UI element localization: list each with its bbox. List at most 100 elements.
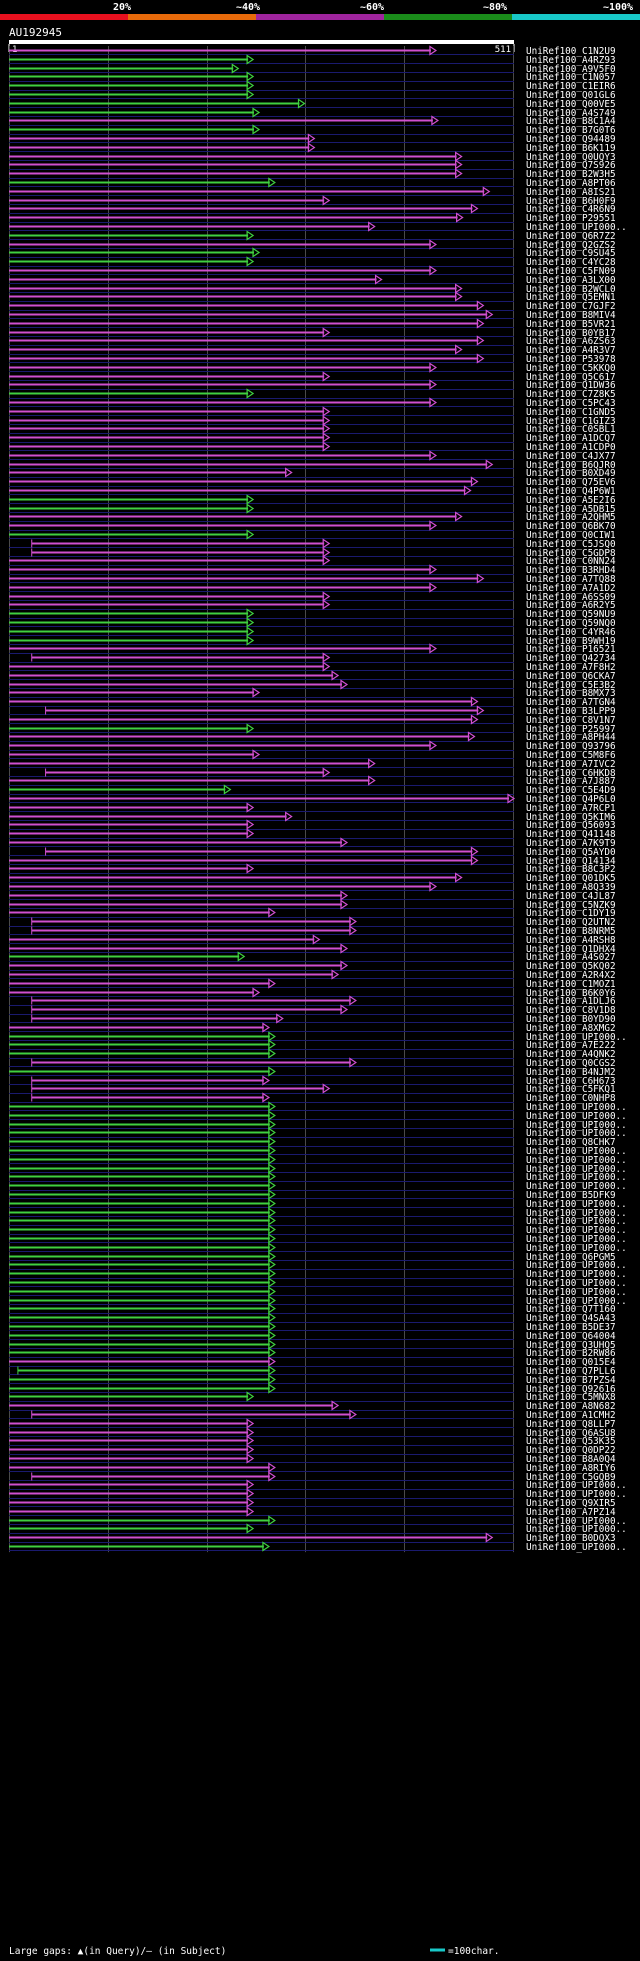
hit-row[interactable]: UniRef100_A7RCP1	[9, 802, 616, 814]
hit-row[interactable]: UniRef100_C6H673	[31, 1075, 616, 1087]
hit-row[interactable]: UniRef100_Q56093	[9, 819, 616, 831]
hit-label[interactable]: UniRef100_Q4P6W1	[526, 486, 616, 497]
hit-row[interactable]: UniRef100_UPI000..	[9, 1180, 627, 1192]
hit-label[interactable]: UniRef100_Q6R7Z2	[526, 231, 616, 242]
hit-label[interactable]: UniRef100_C8V1N7	[526, 715, 616, 726]
hit-label[interactable]: UniRef100_Q6BK70	[526, 521, 616, 532]
hit-row[interactable]: UniRef100_Q6PGM5	[9, 1251, 616, 1263]
hit-row[interactable]: UniRef100_B0YD90	[31, 1013, 616, 1025]
hit-label[interactable]: UniRef100_B5VR21	[526, 319, 616, 330]
hit-row[interactable]: UniRef100_C5GQB9	[31, 1471, 616, 1483]
hit-label[interactable]: UniRef100_A8IS21	[526, 187, 616, 198]
hit-label[interactable]: UniRef100_UPI000..	[526, 1489, 627, 1500]
hit-label[interactable]: UniRef100_Q00VE5	[526, 99, 616, 110]
hit-row[interactable]: UniRef100_UPI000..	[9, 1268, 627, 1280]
hit-row[interactable]: UniRef100_UPI000..	[9, 1207, 627, 1219]
hit-label[interactable]: UniRef100_A4R3V7	[526, 345, 616, 356]
hit-row[interactable]: UniRef100_B8C3P2	[9, 863, 616, 875]
hit-row[interactable]: UniRef100_A4QNK2	[9, 1048, 616, 1060]
hit-row[interactable]: UniRef100_UPI000..	[9, 1277, 627, 1289]
hit-row[interactable]: UniRef100_UPI000..	[9, 1259, 627, 1271]
hit-row[interactable]: UniRef100_C6HKD8	[45, 767, 616, 779]
hit-label[interactable]: UniRef100_C5JSQ0	[526, 539, 616, 550]
hit-row[interactable]: UniRef100_A7A1D2	[9, 582, 616, 594]
hit-label[interactable]: UniRef100_C5E3B2	[526, 680, 616, 691]
hit-label[interactable]: UniRef100_UPI000..	[526, 1216, 627, 1227]
hit-label[interactable]: UniRef100_A4S027	[526, 952, 616, 963]
hit-row[interactable]: UniRef100_C1MOZ1	[9, 978, 616, 990]
hit-row[interactable]: UniRef100_Q8CHK7	[9, 1136, 616, 1148]
hit-row[interactable]: UniRef100_UPI000..	[9, 1215, 627, 1227]
hit-label[interactable]: UniRef100_A7IVC2	[526, 759, 616, 770]
hit-label[interactable]: UniRef100_C1DY19	[526, 908, 616, 919]
hit-label[interactable]: UniRef100_C5GQB9	[526, 1472, 616, 1483]
hit-label[interactable]: UniRef100_UPI000..	[526, 1120, 627, 1131]
hit-row[interactable]: UniRef100_C4JL87	[9, 890, 616, 902]
hit-row[interactable]: UniRef100_C0NHP8	[31, 1092, 616, 1104]
hit-label[interactable]: UniRef100_C4YR46	[526, 627, 616, 638]
hit-row[interactable]: UniRef100_Q2UTN2	[31, 916, 616, 928]
hit-label[interactable]: UniRef100_A7K9T9	[526, 838, 616, 849]
hit-label[interactable]: UniRef100_Q5C617	[526, 372, 616, 383]
hit-row[interactable]: UniRef100_A1CMH2	[31, 1409, 616, 1421]
hit-label[interactable]: UniRef100_A4RSH8	[526, 935, 616, 946]
hit-label[interactable]: UniRef100_A8RIY6	[526, 1463, 616, 1474]
hit-row[interactable]: UniRef100_C1N057	[9, 71, 616, 83]
hit-row[interactable]: UniRef100_B2W3H5	[9, 168, 616, 180]
hit-row[interactable]: UniRef100_Q00VE5	[9, 98, 616, 110]
hit-label[interactable]: UniRef100_Q01DK5	[526, 873, 616, 884]
hit-row[interactable]: UniRef100_A2QHM5	[9, 511, 616, 523]
hit-row[interactable]: UniRef100_C4JX77	[9, 450, 616, 462]
hit-row[interactable]: UniRef100_Q1DW36	[9, 379, 616, 391]
hit-label[interactable]: UniRef100_B6K0Y6	[526, 988, 616, 999]
hit-row[interactable]: UniRef100_A1DCQ7	[9, 432, 616, 444]
hit-label[interactable]: UniRef100_C9SU45	[526, 248, 616, 259]
hit-row[interactable]: UniRef100_B7PZS4	[9, 1374, 616, 1386]
hit-label[interactable]: UniRef100_A4QNK2	[526, 1049, 616, 1060]
hit-label[interactable]: UniRef100_Q0CIW1	[526, 530, 616, 541]
hit-label[interactable]: UniRef100_B9WH19	[526, 636, 616, 647]
hit-row[interactable]: UniRef100_B6K0Y6	[9, 987, 616, 999]
hit-label[interactable]: UniRef100_Q53K35	[526, 1436, 616, 1447]
hit-row[interactable]: UniRef100_Q7S926	[9, 159, 616, 171]
hit-label[interactable]: UniRef100_P25997	[526, 724, 616, 735]
hit-row[interactable]: UniRef100_Q5AYD0	[45, 846, 616, 858]
hit-label[interactable]: UniRef100_A2R4X2	[526, 970, 616, 981]
hit-label[interactable]: UniRef100_C1N057	[526, 72, 616, 83]
hit-row[interactable]: UniRef100_Q42734	[31, 652, 616, 664]
hit-row[interactable]: UniRef100_C4R6N9	[9, 203, 616, 215]
hit-label[interactable]: UniRef100_C5M8F6	[526, 750, 616, 761]
hit-label[interactable]: UniRef100_Q59NU9	[526, 609, 616, 620]
hit-row[interactable]: UniRef100_Q92616	[9, 1383, 616, 1395]
hit-label[interactable]: UniRef100_A8XMG2	[526, 1023, 616, 1034]
hit-row[interactable]: UniRef100_Q1DHX4	[9, 943, 616, 955]
hit-row[interactable]: UniRef100_UPI000..	[9, 1031, 627, 1043]
hit-label[interactable]: UniRef100_UPI000..	[526, 1542, 627, 1553]
hit-label[interactable]: UniRef100_Q92616	[526, 1384, 616, 1395]
hit-label[interactable]: UniRef100_C1EIR6	[526, 81, 616, 92]
hit-row[interactable]: UniRef100_Q4P6W1	[9, 485, 616, 497]
hit-label[interactable]: UniRef100_UPI000..	[526, 1164, 627, 1175]
hit-label[interactable]: UniRef100_Q3UHQ5	[526, 1340, 616, 1351]
hit-row[interactable]: UniRef100_Q94489	[9, 133, 616, 145]
hit-label[interactable]: UniRef100_B7G0T6	[526, 125, 616, 136]
hit-row[interactable]: UniRef100_C4YR46	[9, 626, 616, 638]
hit-row[interactable]: UniRef100_Q4SA43	[9, 1312, 616, 1324]
hit-label[interactable]: UniRef100_Q015E4	[526, 1357, 616, 1368]
hit-label[interactable]: UniRef100_UPI000..	[526, 1243, 627, 1254]
hit-row[interactable]: UniRef100_Q5KQ02	[9, 960, 616, 972]
hit-label[interactable]: UniRef100_UPI000..	[526, 1234, 627, 1245]
hit-row[interactable]: UniRef100_B0DQX3	[9, 1532, 616, 1544]
hit-label[interactable]: UniRef100_A8N682	[526, 1401, 616, 1412]
hit-label[interactable]: UniRef100_A7F8H2	[526, 662, 616, 673]
hit-row[interactable]: UniRef100_B4NJM2	[9, 1066, 616, 1078]
hit-label[interactable]: UniRef100_UPI000..	[526, 1278, 627, 1289]
hit-label[interactable]: UniRef100_C4JX77	[526, 451, 616, 462]
hit-label[interactable]: UniRef100_Q5KIM6	[526, 812, 616, 823]
hit-label[interactable]: UniRef100_B3RHD4	[526, 565, 616, 576]
hit-row[interactable]: UniRef100_UPI000..	[9, 1224, 627, 1236]
hit-row[interactable]: UniRef100_Q01GL6	[9, 89, 616, 101]
hit-row[interactable]: UniRef100_C8V1D8	[31, 1004, 616, 1016]
hit-row[interactable]: UniRef100_Q64004	[9, 1330, 616, 1342]
hit-row[interactable]: UniRef100_A7F8H2	[9, 661, 616, 673]
